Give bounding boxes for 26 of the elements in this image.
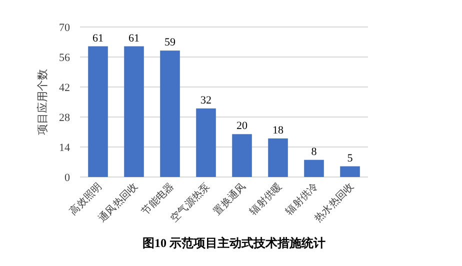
- data-label: 59: [164, 36, 176, 49]
- x-tick-label: 辐射供暖: [247, 180, 284, 218]
- bar: [124, 46, 144, 177]
- data-label: 8: [311, 146, 318, 158]
- y-axis-title: 项目应用个数: [36, 69, 49, 135]
- y-tick-label: 28: [59, 112, 70, 124]
- bar: [304, 160, 324, 177]
- x-tick-label: 置换通风: [211, 180, 248, 218]
- y-tick-label: 0: [64, 172, 70, 184]
- data-label: 5: [347, 152, 354, 164]
- data-label: 61: [128, 32, 140, 44]
- bar: [160, 50, 180, 177]
- bar: [232, 134, 252, 177]
- bar: [88, 46, 108, 177]
- text: 图10 示范项目主动式技术措施统计: [142, 236, 326, 250]
- data-label: 61: [92, 32, 104, 44]
- data-label: 18: [272, 124, 284, 136]
- bar: [268, 138, 288, 177]
- y-tick-label: 70: [59, 22, 70, 34]
- y-tick-label: 14: [59, 142, 70, 154]
- data-label: 32: [200, 94, 212, 106]
- y-tick-label: 42: [59, 82, 70, 94]
- bar: [340, 166, 360, 177]
- y-tick-label: 56: [59, 52, 70, 64]
- bar: [196, 108, 216, 177]
- data-label: 20: [236, 120, 248, 132]
